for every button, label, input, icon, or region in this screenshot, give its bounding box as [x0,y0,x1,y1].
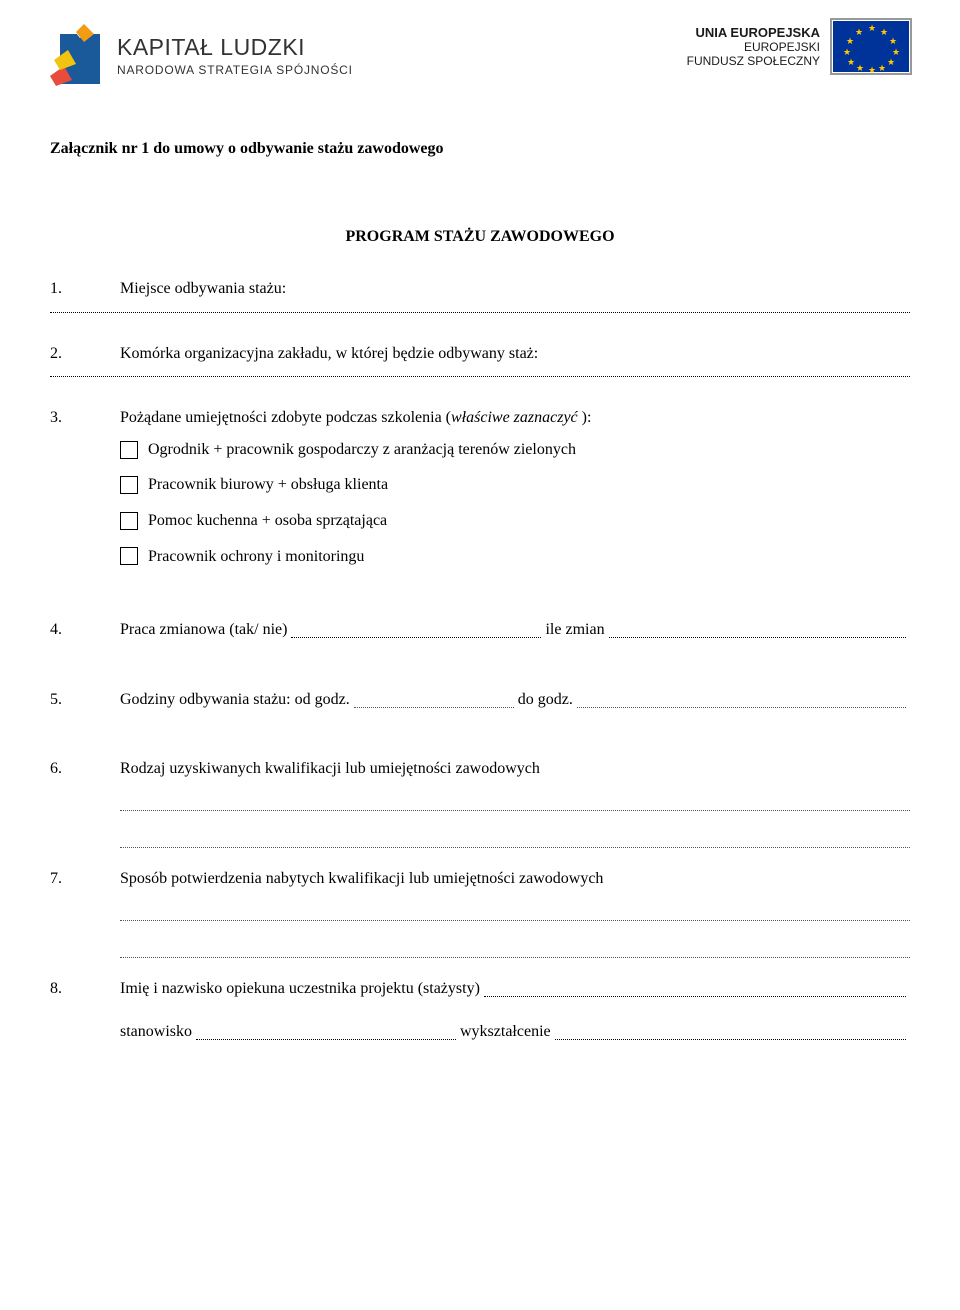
eu-text: UNIA EUROPEJSKA EUROPEJSKI FUNDUSZ SPOŁE… [687,25,820,68]
fill-line [555,1039,906,1040]
checkbox-icon[interactable] [120,512,138,530]
item-5-part1: Godziny odbywania stażu: od godz. [120,687,350,713]
item-3-lead: Pożądane umiejętności zdobyte podczas sz… [120,409,451,426]
item-5: 5. Godziny odbywania stażu: od godz. do … [50,687,910,713]
eu-line3: FUNDUSZ SPOŁECZNY [687,54,820,68]
eu-flag-icon: ★ ★ ★ ★ ★ ★ ★ ★ ★ ★ ★ ★ [832,20,910,73]
checkbox-row: Pracownik biurowy + obsługa klienta [120,472,910,498]
item-8-row2a: stanowisko [120,1019,192,1045]
item-3-checklist: Ogrodnik + pracownik gospodarczy z aranż… [120,437,910,569]
eu-line2: EUROPEJSKI [744,40,820,54]
kapital-ludzki-logo: KAPITAŁ LUDZKI NARODOWA STRATEGIA SPÓJNO… [50,20,353,90]
item-2: 2. Komórka organizacyjna zakładu, w któr… [50,341,910,367]
item-1-number: 1. [50,276,80,302]
item-5-body: Godziny odbywania stażu: od godz. do god… [120,687,910,713]
attachment-title: Załącznik nr 1 do umowy o odbywanie staż… [50,140,910,158]
item-3-body: Pożądane umiejętności zdobyte podczas sz… [120,405,910,579]
item-7: 7. Sposób potwierdzenia nabytych kwalifi… [50,866,910,892]
item-6-number: 6. [50,756,80,782]
fill-line [291,637,541,638]
item-7-text: Sposób potwierdzenia nabytych kwalifikac… [120,866,910,892]
item-4-body: Praca zmianowa (tak/ nie) ile zmian [120,617,910,643]
checkbox-icon[interactable] [120,476,138,494]
checkbox-label: Pracownik biurowy + obsługa klienta [148,472,388,498]
fill-line [50,312,910,313]
checkbox-label: Pracownik ochrony i monitoringu [148,544,364,570]
fill-line [577,707,906,708]
fill-line [120,920,910,921]
checkbox-icon[interactable] [120,441,138,459]
item-7-number: 7. [50,866,80,892]
checkbox-label: Ogrodnik + pracownik gospodarczy z aranż… [148,437,576,463]
fill-line [354,707,514,708]
checkbox-row: Ogrodnik + pracownik gospodarczy z aranż… [120,437,910,463]
item-2-number: 2. [50,341,80,367]
document-title: PROGRAM STAŻU ZAWODOWEGO [50,228,910,246]
checkbox-row: Pomoc kuchenna + osoba sprzątająca [120,508,910,534]
checkbox-icon[interactable] [120,547,138,565]
kapital-ludzki-icon [50,20,105,90]
item-3: 3. Pożądane umiejętności zdobyte podczas… [50,405,910,579]
item-4-part1: Praca zmianowa (tak/ nie) [120,617,287,643]
eu-line1: UNIA EUROPEJSKA [696,25,820,40]
item-4-part2: ile zmian [545,617,604,643]
item-2-text: Komórka organizacyjna zakładu, w której … [120,341,910,367]
item-8-number: 8. [50,976,80,1045]
item-3-number: 3. [50,405,80,579]
fill-line [50,376,910,377]
fill-line [609,637,906,638]
checkbox-label: Pomoc kuchenna + osoba sprzątająca [148,508,387,534]
item-1-text: Miejsce odbywania stażu: [120,276,910,302]
item-5-number: 5. [50,687,80,713]
item-3-tail: ): [582,409,592,426]
kapital-ludzki-text: KAPITAŁ LUDZKI NARODOWA STRATEGIA SPÓJNO… [117,34,353,77]
item-8-part1: Imię i nazwisko opiekuna uczestnika proj… [120,976,480,1002]
item-4: 4. Praca zmianowa (tak/ nie) ile zmian [50,617,910,643]
item-5-part2: do godz. [518,687,573,713]
eu-logo: UNIA EUROPEJSKA EUROPEJSKI FUNDUSZ SPOŁE… [687,20,910,73]
header: KAPITAŁ LUDZKI NARODOWA STRATEGIA SPÓJNO… [50,20,910,90]
item-8: 8. Imię i nazwisko opiekuna uczestnika p… [50,976,910,1045]
item-1: 1. Miejsce odbywania stażu: [50,276,910,302]
checkbox-row: Pracownik ochrony i monitoringu [120,544,910,570]
kapital-ludzki-title: KAPITAŁ LUDZKI [117,34,353,61]
item-6-text: Rodzaj uzyskiwanych kwalifikacji lub umi… [120,756,910,782]
item-4-number: 4. [50,617,80,643]
item-8-body: Imię i nazwisko opiekuna uczestnika proj… [120,976,910,1045]
fill-line [484,996,906,997]
item-8-row2b: wykształcenie [460,1019,551,1045]
fill-line [196,1039,456,1040]
kapital-ludzki-subtitle: NARODOWA STRATEGIA SPÓJNOŚCI [117,63,353,77]
item-3-italic: właściwe zaznaczyć [451,409,582,426]
fill-line [120,810,910,811]
item-6: 6. Rodzaj uzyskiwanych kwalifikacji lub … [50,756,910,782]
